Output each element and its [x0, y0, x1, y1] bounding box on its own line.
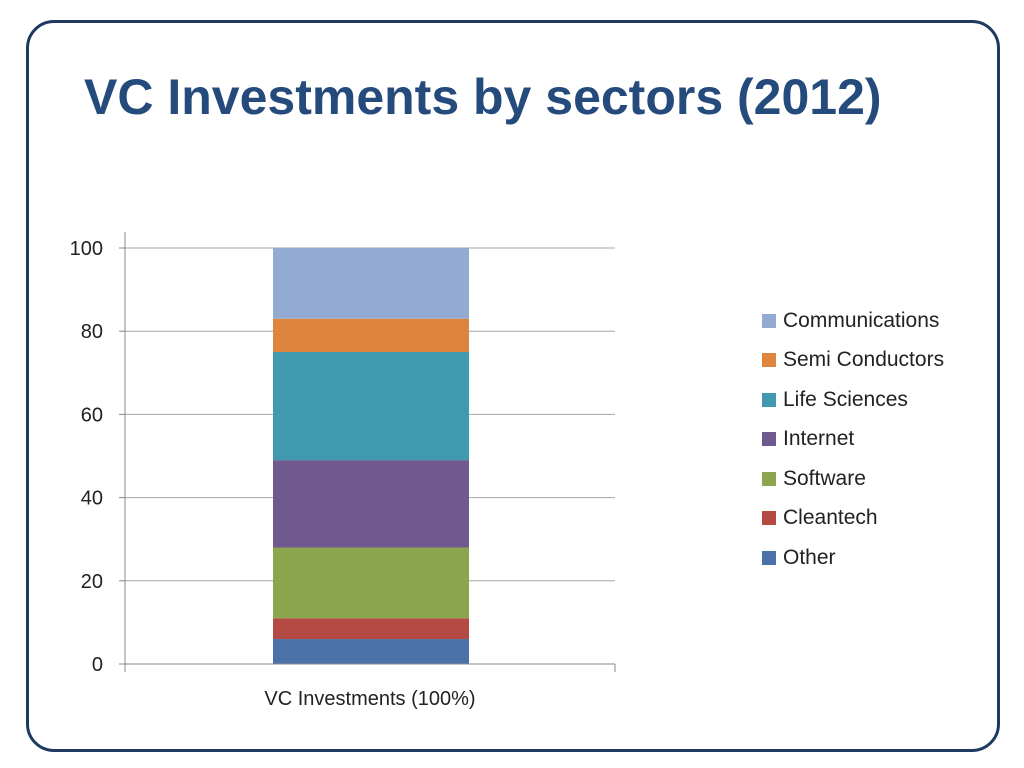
legend-swatch — [762, 511, 776, 526]
y-tick-label: 20 — [81, 571, 103, 593]
legend-item: Communications — [762, 301, 944, 341]
y-tick-label: 80 — [81, 321, 103, 343]
legend-swatch — [762, 392, 776, 407]
legend-item: Software — [762, 459, 944, 499]
legend-swatch — [762, 550, 776, 565]
legend-swatch — [762, 432, 776, 447]
legend-label: Communications — [783, 308, 940, 332]
legend-swatch — [762, 353, 776, 368]
bar-segment-life-sciences — [273, 352, 469, 461]
bar-segment-internet — [273, 460, 469, 548]
bar-stack — [273, 248, 469, 664]
x-category-label: VC Investments (100%) — [264, 688, 475, 710]
legend-label: Internet — [783, 427, 855, 451]
axes: 0 20 40 60 80 100 VC Investments (100%) — [70, 232, 616, 710]
y-tick-label: 100 — [70, 238, 103, 260]
legend: Communications Semi Conductors Life Scienc… — [762, 301, 944, 578]
legend-item: Semi Conductors — [762, 341, 944, 381]
bar-segment-semi-conductors — [273, 318, 469, 352]
legend-label: Other — [783, 545, 836, 569]
legend-label: Cleantech — [783, 506, 878, 530]
legend-label: Semi Conductors — [783, 348, 945, 372]
bar-segment-cleantech — [273, 618, 469, 640]
legend-item: Cleantech — [762, 499, 944, 539]
legend-swatch — [762, 471, 776, 486]
y-tick-label: 40 — [81, 488, 103, 510]
bar-segment-other — [273, 639, 469, 664]
legend-item: Other — [762, 538, 944, 578]
chart-title: VC Investments by sectors (2012) — [84, 69, 882, 125]
bar-segment-communications — [273, 248, 469, 319]
legend-item: Life Sciences — [762, 380, 944, 420]
y-tick-label: 60 — [81, 404, 103, 426]
legend-swatch — [762, 313, 776, 328]
legend-item: Internet — [762, 420, 944, 460]
legend-label: Life Sciences — [783, 387, 908, 411]
bar-segment-software — [273, 547, 469, 619]
slide-frame — [26, 20, 1000, 752]
y-tick-label: 0 — [92, 654, 103, 676]
legend-label: Software — [783, 466, 866, 490]
